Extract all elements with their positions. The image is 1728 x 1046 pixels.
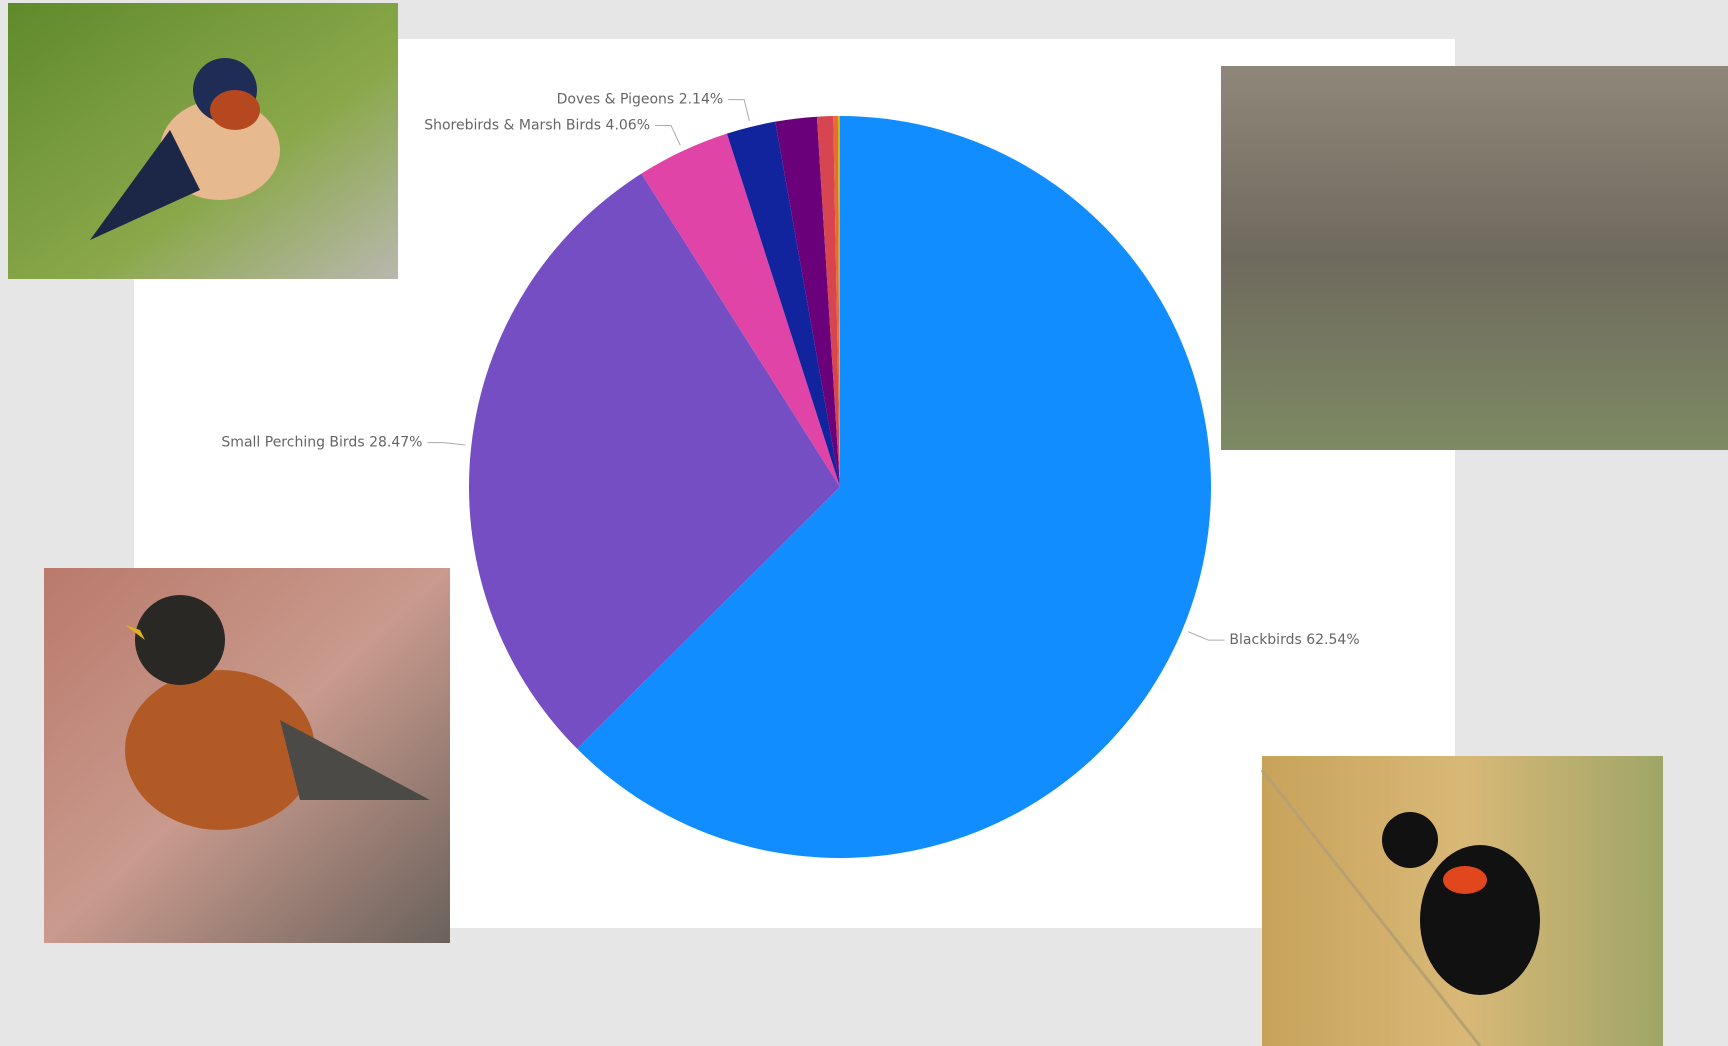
pie-slice xyxy=(577,116,1211,858)
photo-flock xyxy=(1221,66,1728,450)
slice-value: 4.06% xyxy=(606,118,650,134)
leader-line xyxy=(1187,631,1225,641)
leader-line xyxy=(728,99,750,122)
photo-redwing xyxy=(1260,756,1663,1046)
photo-robin xyxy=(44,568,450,943)
slice-name: Shorebirds & Marsh Birds xyxy=(424,118,601,134)
pie-slice xyxy=(833,116,840,488)
slice-value: 2.14% xyxy=(679,92,723,108)
pie-slice xyxy=(468,173,840,749)
leader-line xyxy=(655,125,681,146)
pie-slice xyxy=(726,121,840,487)
pie-slice xyxy=(775,116,840,487)
pie-slice xyxy=(641,133,840,487)
slice-value: 62.54% xyxy=(1306,632,1359,648)
pie-slice xyxy=(837,116,840,487)
pie-slice xyxy=(816,116,840,487)
photo-swallow xyxy=(8,3,398,279)
pie-chart: Blackbirds 62.54% Small Perching Birds 28… xyxy=(221,92,1360,858)
slice-label: Doves & Pigeons 2.14% xyxy=(557,92,724,108)
slice-name: Blackbirds xyxy=(1229,632,1301,648)
slice-label: Blackbirds 62.54% xyxy=(1229,632,1359,648)
slice-label: Shorebirds & Marsh Birds 4.06% xyxy=(424,118,650,134)
slice-name: Small Perching Birds xyxy=(221,435,364,451)
leader-line xyxy=(427,442,466,446)
slice-name: Doves & Pigeons xyxy=(557,92,675,108)
slice-value: 28.47% xyxy=(369,435,422,451)
slice-label: Small Perching Birds 28.47% xyxy=(221,435,422,451)
